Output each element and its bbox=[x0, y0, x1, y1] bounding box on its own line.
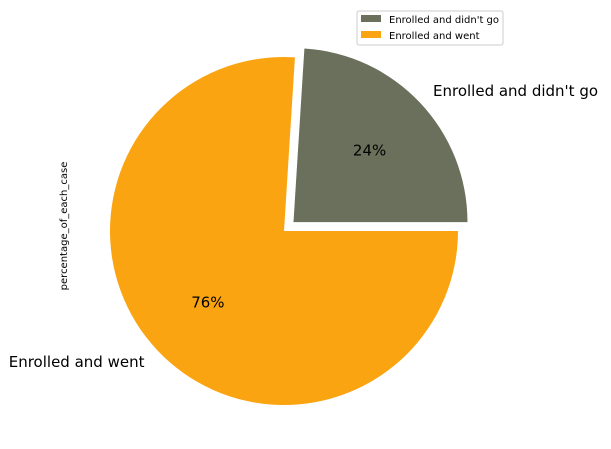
pie-pct-label-0: 24% bbox=[353, 142, 386, 160]
legend-swatch-went bbox=[361, 31, 381, 38]
pie-category-label-1: Enrolled and went bbox=[9, 353, 145, 371]
legend-swatch-didnt-go bbox=[361, 15, 381, 22]
pie-labels: 24% Enrolled and didn't go 76% Enrolled and… bbox=[9, 82, 598, 371]
pie-slice-1 bbox=[109, 57, 459, 405]
pie-slices bbox=[109, 48, 468, 405]
pie-slice-0 bbox=[293, 48, 468, 223]
legend-label-went: Enrolled and went bbox=[389, 31, 480, 42]
pie-category-label-0: Enrolled and didn't go bbox=[433, 82, 598, 100]
legend-label-didnt-go: Enrolled and didn't go bbox=[389, 15, 499, 26]
legend: Enrolled and didn't go Enrolled and went bbox=[356, 10, 504, 46]
pie-pct-label-1: 76% bbox=[191, 293, 224, 311]
legend-frame bbox=[356, 10, 504, 46]
y-axis-label: percentage_of_each_case bbox=[59, 162, 70, 291]
